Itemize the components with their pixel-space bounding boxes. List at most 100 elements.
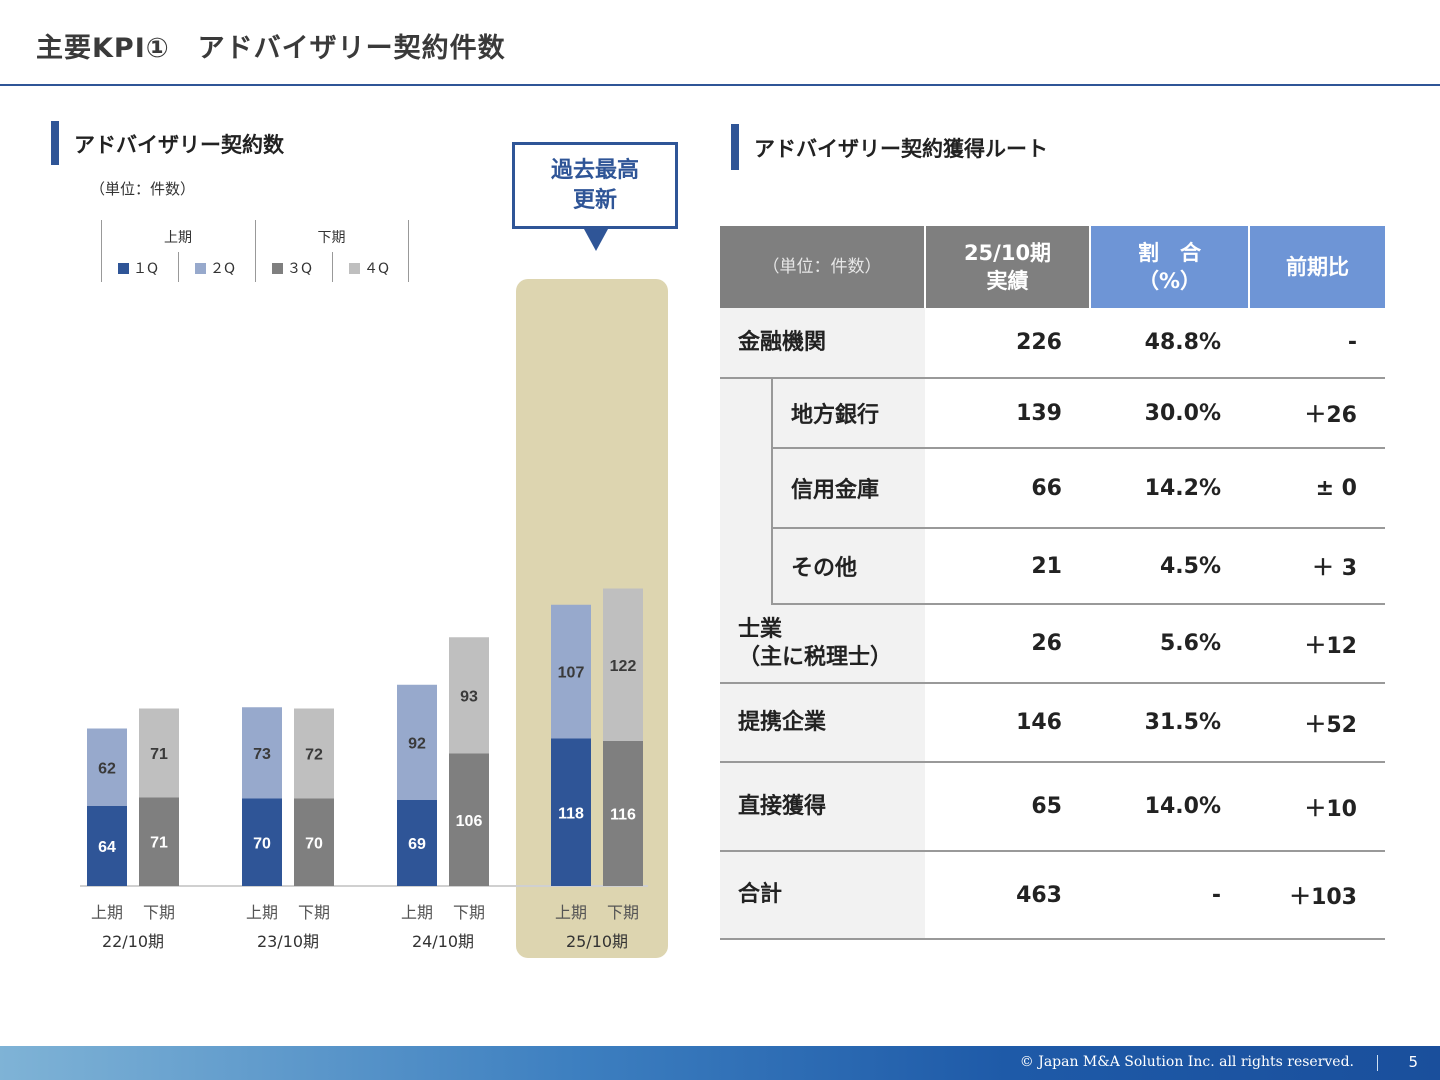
row-label: 直接獲得 [720,762,925,852]
bar-segment-３Q [139,797,179,886]
data-label: 71 [150,835,168,852]
table-row: 金融機関 226 48.8% - [720,308,1385,379]
x-tick-label: 下期 [453,903,485,922]
bar-segment-２Q [551,604,591,739]
row-label: 提携企業 [720,683,925,763]
row-yoy: ＋ 3 [1249,528,1385,605]
x-tick-label: 上期 [401,903,433,922]
x-tick-label: 上期 [246,903,278,922]
data-label: 93 [460,688,478,705]
table-row: その他 21 4.5% ＋ 3 [720,528,1385,605]
row-yoy: - [1249,308,1385,379]
stacked-bar-chart: 64 62 71 71 上期 下期 22/10期 70 73 70 72 上期 下期 23/10期 69 92… [80,588,648,951]
table-row: 合計 463- ＋103 [720,851,1385,940]
bar-segment-３Q [449,753,489,886]
period-label: 23/10期 [257,932,319,951]
legend-divider [255,220,256,282]
row-value: 226 [925,308,1090,379]
page-number: 5 [1408,1053,1418,1071]
bar-segment-１Q [397,799,437,886]
x-tick-label: 上期 [91,903,123,922]
row-label: 合計 [720,851,925,940]
footer-separator [1377,1055,1378,1071]
header-line: （%） [1137,269,1202,293]
bar-segment-２Q [397,684,437,800]
table-header-yoy: 前期比 [1248,226,1385,308]
row-label: 地方銀行 [771,378,925,449]
x-tick-label: 上期 [555,903,587,922]
table-row: 信用金庫 66 14.2% ± 0 [720,448,1385,529]
section-accent-bar [51,121,59,165]
row-ratio: 31.5% [1090,683,1249,763]
table-header-actual: 25/10期 実績 [924,226,1090,308]
legend-item-1q: １Q [118,258,158,278]
table-row: 士業 （主に税理士） 26 5.6% ＋12 [720,604,1385,684]
legend-divider [178,252,179,282]
bar-segment-４Q [139,708,179,798]
row-label: 信用金庫 [771,448,925,529]
row-label: 金融機関 [720,308,925,379]
indent-cell [720,378,772,448]
bar-segment-４Q [603,588,643,741]
bar-segment-１Q [551,738,591,886]
row-value: 26 [925,604,1090,684]
x-tick-label: 下期 [143,903,175,922]
row-ratio: 14.2% [1090,448,1249,529]
bar-segment-４Q [294,708,334,799]
x-tick-label: 下期 [298,903,330,922]
row-ratio: 14.0% [1090,762,1249,852]
data-label: 70 [253,835,271,852]
row-yoy: ＋103 [1249,851,1385,940]
period-label: 25/10期 [566,932,628,951]
table-section-title: アドバイザリー契約獲得ルート [754,137,1048,161]
legend-divider [332,252,333,282]
row-yoy: ± 0 [1249,448,1385,529]
x-tick-label: 下期 [607,903,639,922]
bar-segment-１Q [87,806,127,886]
title-divider [0,84,1440,86]
data-label: 118 [558,805,584,822]
row-ratio: 48.8% [1090,308,1249,379]
row-value: 146 [925,683,1090,763]
data-label: 107 [558,665,585,682]
header-line: 25/10期 [963,241,1052,265]
legend-divider [101,220,102,282]
callout-line-1: 過去最高 [550,158,639,183]
page-title: 主要KPI① アドバイザリー契約件数 [36,33,506,64]
header-line: 割 合 [1138,241,1201,265]
data-label: 73 [253,746,271,763]
table-row: 地方銀行 139 30.0% ＋26 [720,378,1385,449]
row-label: その他 [771,528,925,605]
callout-line-2: 更新 [572,188,617,213]
row-yoy: ＋26 [1249,378,1385,449]
legend-item-2q: ２Q [195,258,235,278]
section-accent-bar [731,124,739,170]
data-label: 69 [408,836,426,853]
row-value: 21 [925,528,1090,605]
callout-arrow [584,229,608,251]
table-header-unit: （単位：件数） [720,226,925,308]
bar-segment-４Q [449,637,489,754]
data-label: 64 [98,839,116,856]
row-yoy: ＋12 [1249,604,1385,684]
legend-divider [408,220,409,282]
data-label: 71 [150,746,168,763]
legend-item-4q: ４Q [349,258,389,278]
record-high-callout: 過去最高 更新 [512,142,678,229]
chart-section-title: アドバイザリー契約数 [74,133,284,157]
legend-item-3q: ３Q [272,258,312,278]
row-value: 139 [925,378,1090,449]
row-value: 66 [925,448,1090,529]
row-yoy: ＋10 [1249,762,1385,852]
row-ratio: 30.0% [1090,378,1249,449]
data-label: 70 [305,835,323,852]
row-yoy: ＋52 [1249,683,1385,763]
row-ratio: 4.5% [1090,528,1249,605]
bar-segment-２Q [242,707,282,799]
table-header-row: （単位：件数） 25/10期 実績 割 合 （%） 前期比 [720,226,1385,308]
chart-unit-label: （単位：件数） [90,180,196,198]
data-label: 106 [456,813,483,830]
row-ratio: - [1090,851,1249,940]
bar-segment-１Q [242,798,282,886]
row-label: 士業 （主に税理士） [720,604,925,684]
